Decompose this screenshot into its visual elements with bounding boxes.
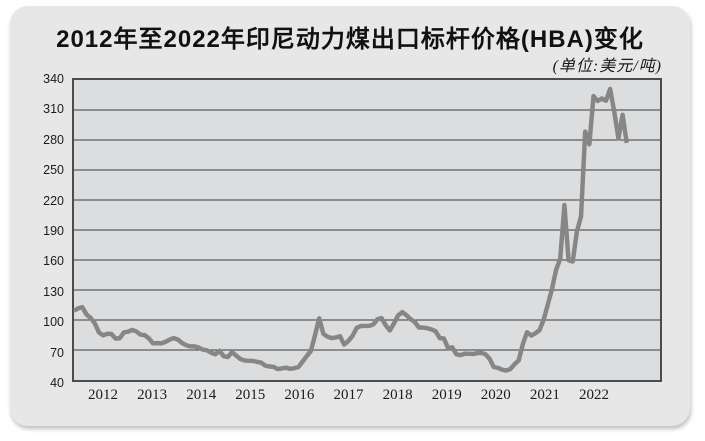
unit-label: (单位:美元/吨) — [552, 58, 662, 75]
x-axis-year-label: 2016 — [284, 387, 315, 403]
y-axis-tick-label: 160 — [43, 254, 64, 269]
x-axis-year-label: 2022 — [579, 387, 609, 403]
y-axis-tick-label: 250 — [43, 163, 64, 178]
y-axis-tick-label: 70 — [50, 345, 64, 360]
x-axis-year-label: 2017 — [333, 387, 364, 403]
y-axis-tick-label: 220 — [43, 193, 64, 208]
y-axis-tick-label: 280 — [43, 132, 64, 147]
x-axis-year-label: 2012 — [88, 387, 118, 403]
y-axis-tick-label: 310 — [43, 102, 64, 117]
y-axis-tick-label: 190 — [43, 224, 64, 238]
x-axis-year-label: 2013 — [137, 387, 168, 403]
y-axis-tick-label: 100 — [43, 315, 64, 330]
x-axis-year-label: 2018 — [382, 387, 413, 403]
hba-price-line — [72, 86, 629, 373]
y-axis-tick-label: 40 — [50, 376, 64, 390]
price-line-chart — [72, 86, 660, 373]
chart-card: 2012年至2022年印尼动力煤出口标杆价格(HBA)变化 (单位:美元/吨) … — [10, 6, 690, 426]
chart-title: 2012年至2022年印尼动力煤出口标杆价格(HBA)变化 — [56, 26, 644, 53]
x-axis-year-label: 2021 — [529, 387, 560, 403]
plot-area — [72, 78, 662, 382]
y-axis-tick-label: 130 — [43, 284, 64, 299]
x-axis-year-label: 2015 — [235, 387, 266, 403]
x-axis-year-label: 2020 — [480, 387, 511, 403]
x-axis-year-label: 2014 — [186, 387, 217, 403]
y-axis-tick-label: 340 — [43, 72, 64, 86]
x-axis-year-label: 2019 — [431, 387, 462, 403]
